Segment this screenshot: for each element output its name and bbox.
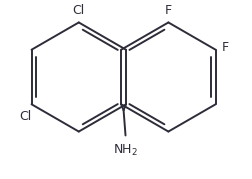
Text: Cl: Cl bbox=[19, 110, 32, 123]
Text: NH$_2$: NH$_2$ bbox=[113, 143, 138, 158]
Text: F: F bbox=[220, 41, 228, 54]
Text: Cl: Cl bbox=[72, 4, 85, 17]
Text: F: F bbox=[164, 4, 171, 17]
